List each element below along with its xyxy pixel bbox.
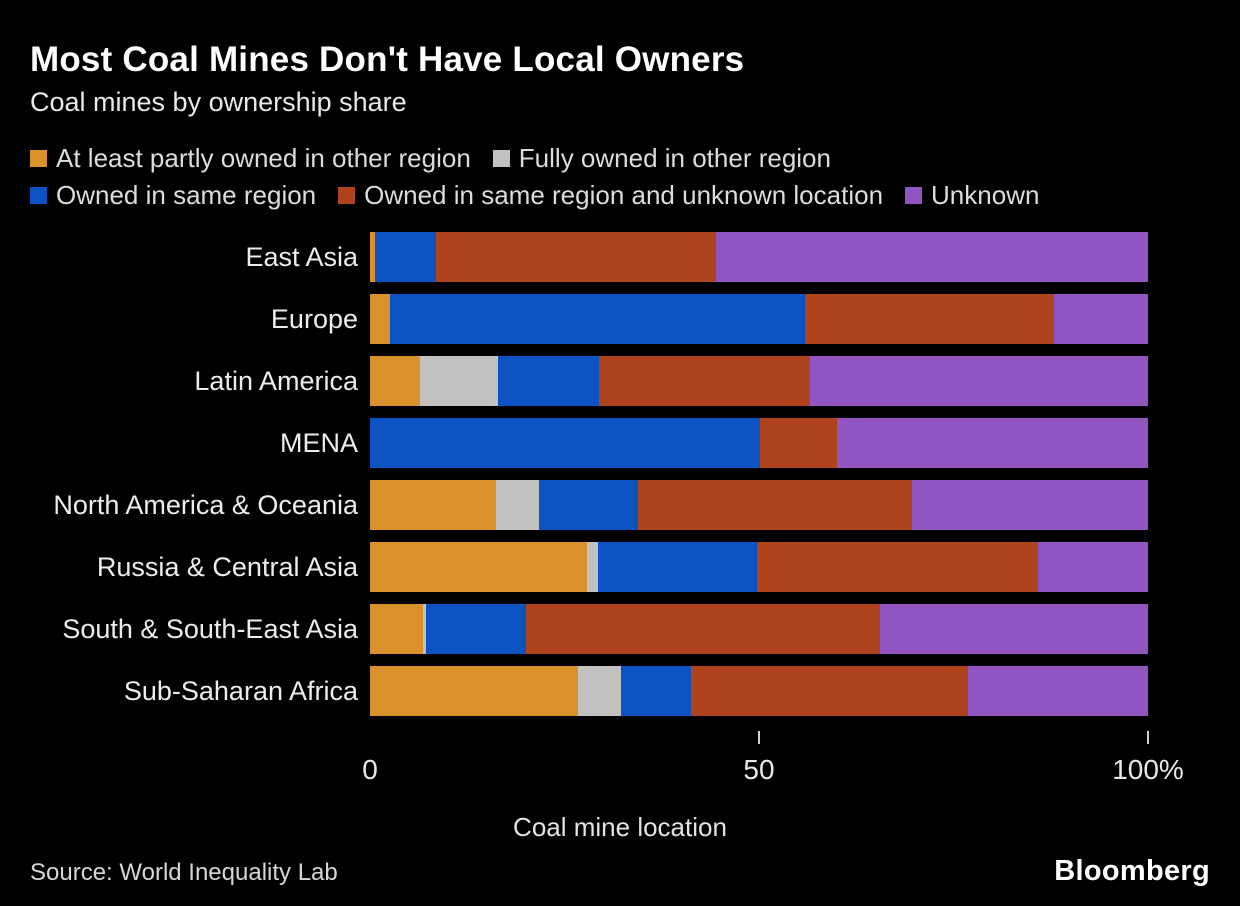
category-label: South & South-East Asia (62, 613, 358, 644)
bar-segment (370, 232, 376, 282)
bar-segment (1053, 294, 1148, 344)
legend-swatch-icon (338, 187, 356, 204)
legend-label: Owned in same region (56, 180, 317, 210)
bar-segment (496, 480, 539, 530)
bar-segment (390, 294, 805, 344)
legend-label: Fully owned in other region (518, 143, 831, 173)
stacked-bar-chart: East Asia Europe Latin America MENA North Am… (0, 232, 1240, 716)
stacked-bar (370, 604, 1148, 654)
axis-tick-mark (1147, 731, 1149, 744)
legend-swatch-icon (30, 150, 47, 167)
legend-row: At least partly owned in other region Ful… (30, 140, 1210, 177)
bar-segment (759, 418, 837, 468)
axis-tick-label: 0 (362, 754, 378, 785)
bar-segment (497, 356, 600, 406)
bar-segment (370, 294, 391, 344)
chart-subtitle: Coal mines by ownership share (30, 87, 407, 117)
bar-segment (370, 604, 423, 654)
bar-segment (599, 356, 810, 406)
bar-row: Latin America (0, 356, 1240, 406)
category-label: MENA (279, 427, 358, 458)
bar-segment (587, 542, 598, 592)
stacked-bar (370, 542, 1148, 592)
legend-swatch-icon (492, 150, 510, 167)
bar-segment (370, 480, 497, 530)
bar-segment (1038, 542, 1148, 592)
stacked-bar (370, 418, 1148, 468)
bar-segment (809, 356, 1148, 406)
category-label: Russia & Central Asia (96, 551, 358, 582)
bar-segment (716, 232, 1148, 282)
axis-tick-label: 50 (743, 754, 775, 785)
source-credit: Source: World Inequality Lab (30, 859, 338, 886)
legend-label: Owned in same region and unknown locatio… (364, 180, 884, 210)
category-label: East Asia (245, 241, 358, 272)
legend-label: At least partly owned in other region (56, 143, 471, 173)
bar-segment (375, 232, 437, 282)
legend-item: Unknown (905, 180, 1039, 211)
chart-legend: At least partly owned in other region Ful… (0, 118, 1240, 214)
bar-row: Sub-Saharan Africa (0, 666, 1240, 716)
legend-item: Fully owned in other region (492, 143, 831, 174)
category-label: Sub-Saharan Africa (123, 675, 358, 706)
bar-segment (419, 356, 498, 406)
bar-segment (836, 418, 1148, 468)
stacked-bar (370, 356, 1148, 406)
legend-item: Owned in same region (30, 180, 316, 211)
bar-segment (804, 294, 1054, 344)
legend-item: Owned in same region and unknown locatio… (338, 180, 883, 211)
bar-row: South & South-East Asia (0, 604, 1240, 654)
x-axis: 0 50 100% (362, 728, 1184, 798)
x-axis-title: Coal mine location (513, 812, 727, 842)
axis-tick-mark (758, 731, 760, 744)
bar-segment (370, 542, 588, 592)
bar-segment (426, 604, 527, 654)
bar-segment (370, 418, 760, 468)
chart-footer: Source: World Inequality Lab Bloomberg (30, 855, 1210, 888)
axis-tick-label: 100% (1112, 754, 1184, 785)
bar-segment (370, 356, 420, 406)
legend-swatch-icon (30, 187, 47, 204)
legend-item: At least partly owned in other region (30, 143, 471, 174)
legend-row: Owned in same region Owned in same region… (30, 177, 1210, 214)
stacked-bar (370, 294, 1148, 344)
stacked-bar (370, 232, 1148, 282)
bar-segment (597, 542, 757, 592)
bar-row: Europe (0, 294, 1240, 344)
bar-segment (422, 604, 426, 654)
bar-segment (879, 604, 1148, 654)
category-label: North America & Oceania (53, 489, 358, 520)
chart-header: Most Coal Mines Don't Have Local Owners … (0, 0, 1240, 118)
chart-title: Most Coal Mines Don't Have Local Owners (30, 40, 745, 79)
legend-swatch-icon (905, 187, 923, 204)
bar-segment (577, 666, 621, 716)
bar-segment (756, 542, 1039, 592)
bar-segment (526, 604, 880, 654)
stacked-bar (370, 480, 1148, 530)
bar-segment (691, 666, 969, 716)
bar-segment (436, 232, 717, 282)
bar-segment (620, 666, 692, 716)
stacked-bar (370, 666, 1148, 716)
bar-row: MENA (0, 418, 1240, 468)
legend-label: Unknown (931, 180, 1040, 210)
bar-segment (538, 480, 639, 530)
bar-segment (968, 666, 1148, 716)
bar-row: East Asia (0, 232, 1240, 282)
bar-segment (638, 480, 913, 530)
bar-segment (370, 666, 578, 716)
bar-row: North America & Oceania (0, 480, 1240, 530)
category-label: Latin America (194, 365, 358, 396)
bloomberg-logo: Bloomberg (1054, 855, 1210, 887)
bar-row: Russia & Central Asia (0, 542, 1240, 592)
category-label: Europe (270, 303, 358, 334)
bar-segment (912, 480, 1148, 530)
